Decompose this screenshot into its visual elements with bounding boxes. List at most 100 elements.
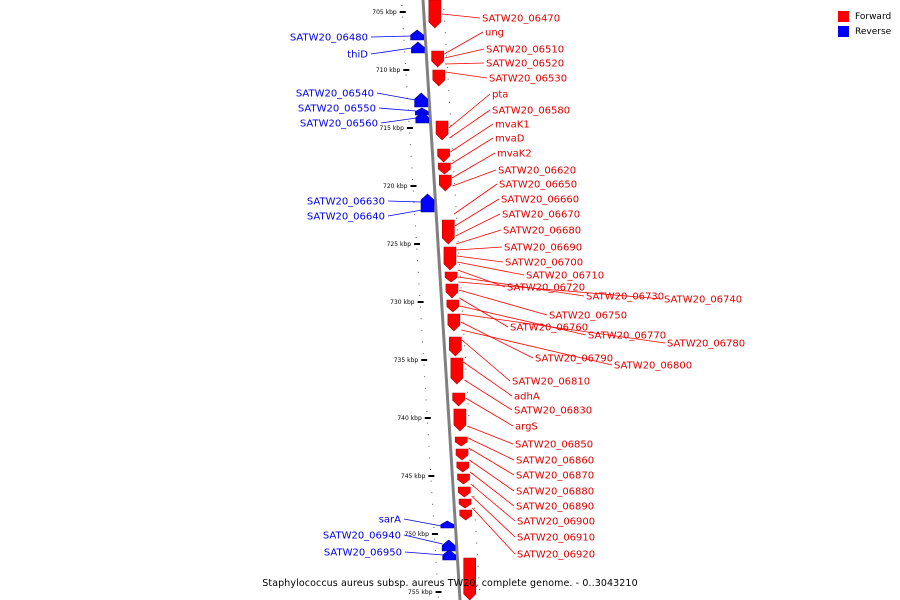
forward-gene	[431, 50, 444, 68]
forward-gene-label: adhA	[514, 392, 540, 403]
forward-gene	[445, 283, 459, 299]
track-minor-tick	[464, 357, 466, 358]
forward-leader-line	[454, 198, 500, 227]
forward-leader-line	[468, 447, 515, 476]
ruler-tick-label: 725 kbp	[387, 241, 412, 248]
gene-track	[410, 0, 477, 600]
ruler: 705 kbp 710 kbp 715 kbp 720 kbp 725 kbp 730 k…	[372, 5, 481, 598]
ruler-minor-tick	[415, 237, 417, 238]
reverse-leader-line	[403, 518, 442, 527]
ruler-minor-tick	[435, 561, 437, 563]
ruler-minor-tick	[404, 51, 406, 53]
ruler-minor-tick	[427, 434, 429, 436]
ruler-minor-tick	[432, 515, 434, 517]
forward-gene	[455, 448, 469, 461]
forward-gene-label: SATW20_06750	[549, 311, 627, 322]
ruler-minor-tick	[417, 271, 419, 273]
forward-leader-line	[458, 289, 548, 316]
forward-gene	[458, 498, 472, 509]
track-minor-tick	[448, 90, 450, 92]
forward-leader-line	[456, 246, 503, 251]
track-minor-tick	[454, 183, 456, 184]
forward-swatch	[838, 11, 849, 22]
forward-leader-line	[444, 48, 485, 59]
ruler-tick	[410, 185, 417, 187]
ruler-tick	[435, 591, 442, 593]
ruler-minor-tick	[419, 295, 421, 296]
ruler-tick	[406, 127, 413, 129]
track-minor-tick	[470, 449, 472, 451]
track-minor-tick	[458, 252, 460, 254]
reverse-gene-label: SATW20_06640	[307, 212, 385, 223]
forward-gene-label: SATW20_06790	[535, 354, 613, 365]
forward-leader-line	[471, 495, 516, 538]
ruler-minor-tick	[429, 469, 431, 470]
ruler-tick-label: 745 kbp	[401, 473, 426, 480]
forward-gene	[438, 174, 452, 192]
forward-leader-line	[457, 269, 506, 288]
reverse-leader-line	[370, 35, 412, 38]
reverse-leader-line	[376, 92, 416, 101]
ruler-minor-tick	[420, 318, 422, 320]
forward-gene-label: SATW20_06710	[526, 271, 604, 282]
forward-leader-line	[456, 255, 504, 263]
forward-leader-line	[459, 305, 587, 336]
reverse-gene-label: SATW20_06940	[323, 531, 401, 542]
track-minor-tick	[474, 519, 476, 521]
forward-gene	[459, 509, 473, 521]
forward-gene	[446, 299, 460, 313]
track-minor-tick	[446, 55, 448, 57]
forward-leader-line	[448, 93, 491, 129]
ruler-minor-tick	[430, 480, 432, 482]
ruler-tick-label: 705 kbp	[372, 9, 397, 16]
forward-gene-label: SATW20_06720	[507, 283, 585, 294]
reverse-gene	[420, 193, 435, 213]
reverse-leader-line	[387, 200, 422, 203]
ruler-minor-tick	[401, 5, 403, 6]
track-minor-tick	[450, 125, 452, 126]
forward-gene	[463, 557, 477, 600]
forward-leader-line	[451, 152, 496, 179]
forward-leader-line	[444, 62, 485, 65]
track-minor-tick	[449, 101, 451, 103]
ruler-tick-label: 755 kbp	[408, 589, 433, 596]
ruler-tick-label: 735 kbp	[394, 357, 419, 364]
reverse-gene-label: SATW20_06560	[300, 119, 378, 130]
forward-gene-label: SATW20_06760	[510, 323, 588, 334]
reverse-gene	[411, 41, 425, 54]
reverse-gene	[441, 539, 456, 552]
track-minor-tick	[477, 565, 479, 567]
forward-leader-line	[463, 361, 513, 397]
forward-gene-label: SATW20_06890	[516, 502, 594, 513]
forward-leader-line	[469, 459, 515, 492]
track-minor-tick	[468, 415, 470, 416]
ruler-minor-tick	[404, 63, 406, 64]
forward-leader-line	[460, 313, 666, 344]
ruler-tick-label: 740 kbp	[397, 415, 422, 422]
forward-leader-line	[472, 507, 516, 555]
ruler-minor-tick	[426, 411, 428, 412]
track-minor-tick	[455, 206, 457, 208]
ruler-tick	[428, 475, 435, 477]
forward-gene-label: SATW20_06530	[489, 74, 567, 85]
ruler-minor-tick	[416, 248, 418, 250]
ruler-minor-tick	[429, 457, 431, 459]
forward-gene-label: SATW20_06920	[517, 550, 595, 561]
ruler-minor-tick	[402, 28, 404, 30]
ruler-tick-label: 750 kbp	[404, 531, 429, 538]
reverse-gene-label: SATW20_06540	[296, 89, 374, 100]
forward-leader-line	[467, 425, 514, 445]
forward-leader-line	[467, 437, 515, 461]
forward-leader-line	[469, 471, 515, 507]
reverse-leader-line	[380, 117, 417, 124]
reverse-gene	[440, 520, 455, 529]
reverse-leader-line	[378, 107, 416, 112]
track-minor-tick	[459, 264, 461, 266]
forward-gene-label: mvaD	[495, 134, 525, 145]
forward-gene-label: SATW20_06470	[482, 14, 560, 25]
forward-gene-label: SATW20_06520	[486, 59, 564, 70]
forward-gene-label: SATW20_06810	[512, 377, 590, 388]
forward-gene-label: SATW20_06780	[667, 339, 745, 350]
legend-forward: Forward	[838, 9, 891, 24]
